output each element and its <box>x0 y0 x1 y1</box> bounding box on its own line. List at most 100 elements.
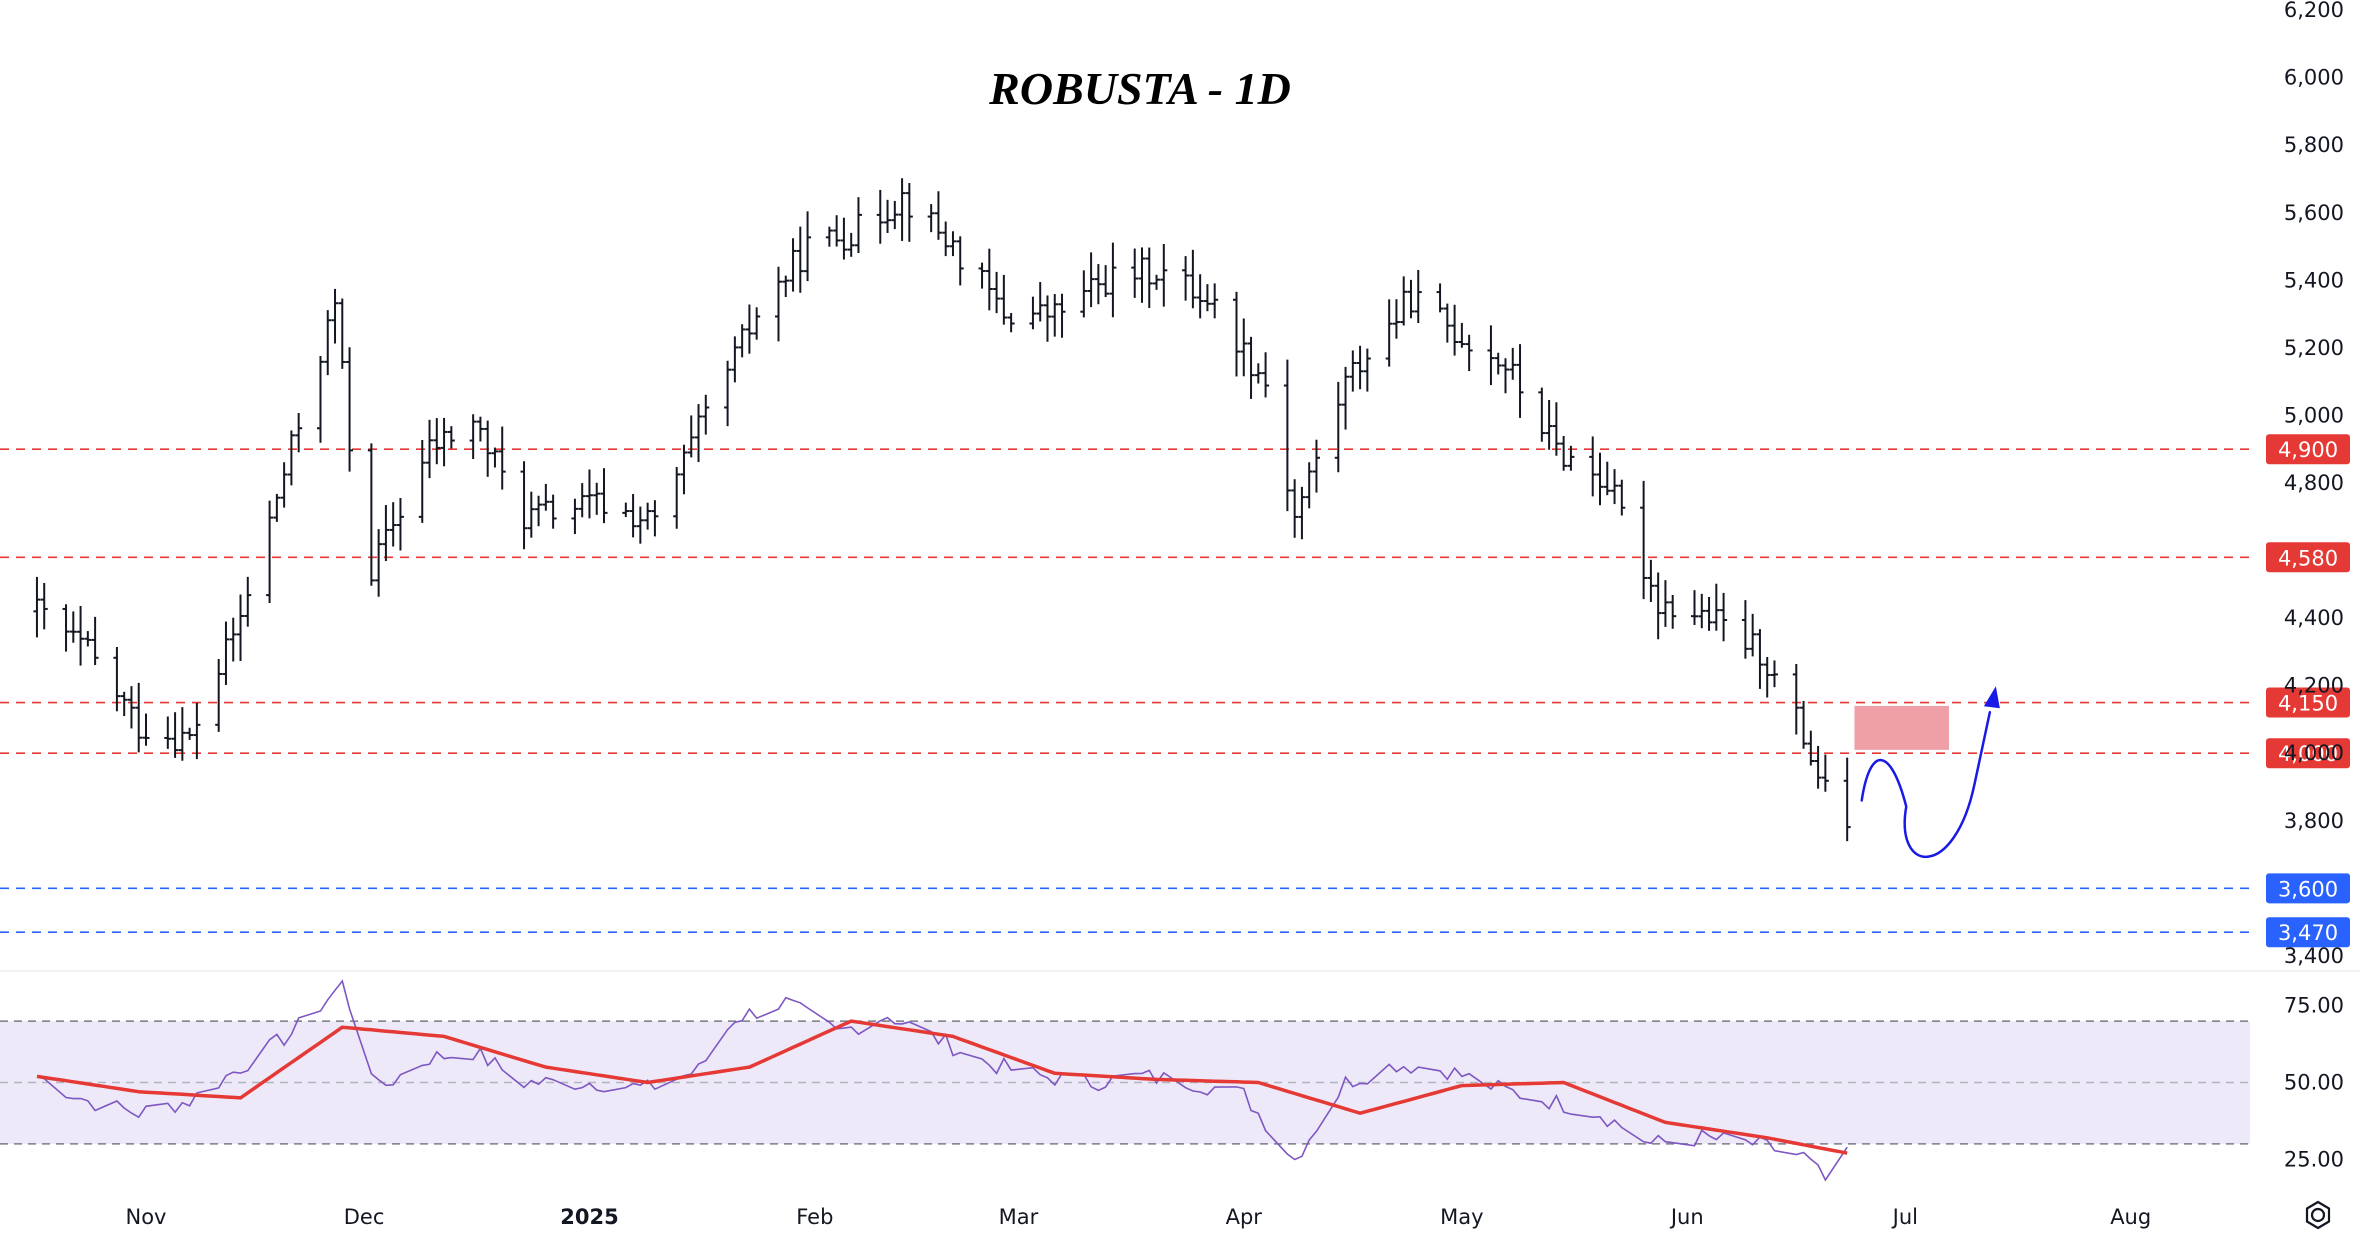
price-bar <box>1087 252 1095 308</box>
price-bar <box>1749 613 1757 657</box>
price-bar <box>280 462 288 508</box>
price-bars <box>33 178 1851 842</box>
level-badge <box>2266 542 2350 573</box>
price-bar <box>287 430 295 486</box>
price-bar <box>367 443 375 586</box>
price-bar <box>1305 462 1313 509</box>
projection-curve <box>1860 711 1992 858</box>
price-bar <box>687 415 695 458</box>
price-bar <box>1007 313 1015 333</box>
price-bar <box>680 444 688 495</box>
price-bar <box>985 248 993 311</box>
price-bar <box>1552 402 1560 456</box>
level-badge <box>2266 434 2350 465</box>
price-bar <box>1509 347 1517 380</box>
price-bar <box>382 505 390 561</box>
price-bar <box>956 236 964 286</box>
price-bar <box>1298 486 1306 540</box>
price-bar <box>978 262 986 289</box>
price-bar <box>142 713 150 746</box>
price-bar <box>585 469 593 519</box>
price-bar <box>91 616 99 666</box>
price-bar <box>745 304 753 354</box>
price-tick-label: 3,400 <box>2284 944 2344 968</box>
level-label: 3,600 <box>2278 877 2338 901</box>
price-bar <box>1392 299 1400 339</box>
time-tick-label: 2025 <box>560 1205 618 1229</box>
price-bar <box>549 494 557 529</box>
price-bar <box>1501 358 1509 394</box>
price-tick-label: 4,800 <box>2284 471 2344 495</box>
price-bar <box>1436 283 1444 313</box>
price-bar <box>753 307 761 340</box>
rsi-layer <box>36 979 1848 1182</box>
resistance-zone[interactable] <box>1854 705 1949 750</box>
chart-title: ROBUSTA - 1D <box>988 63 1291 114</box>
price-bar <box>578 483 586 518</box>
price-bar <box>1080 270 1088 318</box>
projection-arrowhead <box>1983 686 2000 709</box>
price-bar <box>273 493 281 522</box>
price-bar <box>1720 592 1728 642</box>
price-bar <box>673 467 681 529</box>
price-bar <box>636 506 644 544</box>
price-bar <box>396 498 404 551</box>
price-tick-label: 5,800 <box>2284 133 2344 157</box>
price-bar <box>1407 279 1415 319</box>
price-bar <box>833 215 841 247</box>
price-bar <box>542 483 550 511</box>
settings-button[interactable] <box>2300 1198 2336 1232</box>
price-bar <box>193 702 201 760</box>
price-bar <box>1138 247 1146 303</box>
price-bar <box>1465 334 1473 372</box>
price-bar <box>949 231 957 257</box>
rsi-moving-average <box>36 1019 1848 1155</box>
price-bar <box>316 356 324 443</box>
price-bar <box>1182 256 1190 301</box>
time-tick-label: Feb <box>796 1205 833 1229</box>
price-bar <box>1770 660 1778 688</box>
price-bar <box>324 310 332 376</box>
price-bar <box>1821 754 1829 792</box>
price-bar <box>1094 264 1102 305</box>
price-bar <box>295 413 303 453</box>
time-tick-label: Jul <box>1891 1205 1918 1229</box>
price-bar <box>1618 479 1626 516</box>
price-tick-label: 3,800 <box>2284 809 2344 833</box>
price-bar <box>1705 596 1713 631</box>
time-tick-label: Mar <box>999 1205 1039 1229</box>
price-bar <box>1240 318 1248 377</box>
time-tick-label: May <box>1440 1205 1483 1229</box>
price-bar <box>1589 436 1597 497</box>
price-bar <box>1058 293 1066 338</box>
level-label: 4,900 <box>2278 438 2338 462</box>
price-bar <box>1800 700 1808 749</box>
level-label: 4,580 <box>2278 546 2338 570</box>
level-badge <box>2266 873 2350 904</box>
price-bar <box>1247 336 1255 399</box>
price-bar <box>796 226 804 293</box>
projection-drawing[interactable] <box>1860 686 2000 858</box>
rsi-tick-label: 50.00 <box>2284 1071 2344 1095</box>
price-bar <box>905 183 913 242</box>
level-badge <box>2266 687 2350 718</box>
price-bar <box>622 502 630 518</box>
price-bar <box>1567 445 1575 471</box>
price-bar <box>702 394 710 435</box>
price-bar <box>1363 348 1371 392</box>
price-tick-label: 4,400 <box>2284 606 2344 630</box>
price-bar <box>1560 436 1568 471</box>
price-bar <box>1211 283 1219 319</box>
price-bar <box>695 404 703 463</box>
price-bar <box>331 288 339 344</box>
price-bar <box>135 682 143 753</box>
price-bar <box>469 414 477 460</box>
price-bar <box>1647 559 1655 602</box>
price-bar <box>884 199 892 233</box>
price-bar <box>1349 350 1357 392</box>
levels-layer <box>0 448 2250 934</box>
price-bar <box>1661 580 1669 627</box>
price-bar <box>600 468 608 524</box>
price-bar <box>1640 480 1648 600</box>
price-bar <box>1203 284 1211 312</box>
